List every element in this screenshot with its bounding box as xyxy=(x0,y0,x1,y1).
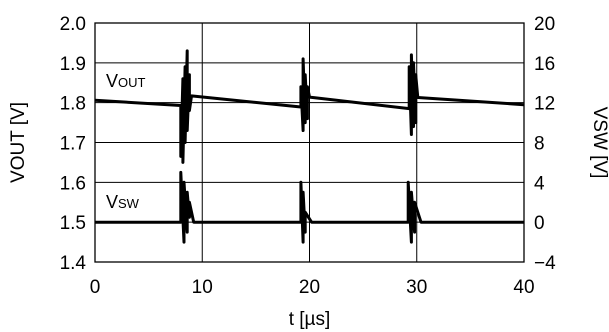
x-tick-label: 30 xyxy=(406,277,427,298)
y-left-tick-label: 1.7 xyxy=(60,134,86,155)
x-tick-label: 40 xyxy=(513,277,534,298)
x-axis-label: t [µs] xyxy=(289,309,331,330)
y-right-tick-label: 12 xyxy=(534,94,555,115)
plot-frame xyxy=(94,22,525,263)
x-tick-label: 0 xyxy=(90,277,101,298)
x-tick-label: 20 xyxy=(299,277,320,298)
y-left-tick-label: 1.5 xyxy=(60,213,86,234)
series-line-vout xyxy=(94,49,525,164)
series-lines xyxy=(94,49,525,244)
y-left-tick-label: 1.6 xyxy=(60,173,86,194)
y-right-tick-label: 8 xyxy=(534,134,545,155)
y-right-tick-label: 0 xyxy=(534,213,545,234)
grid xyxy=(95,23,524,262)
y-right-tick-label: 16 xyxy=(534,54,555,75)
series-label-vout: VOUT xyxy=(106,71,146,91)
y-left-tick-labels: 1.4 1.5 1.6 1.7 1.8 1.9 2.0 xyxy=(60,14,87,274)
x-tick-label: 10 xyxy=(192,277,213,298)
y-right-tick-label: 4 xyxy=(534,173,545,194)
y-right-tick-label: −4 xyxy=(534,253,556,274)
x-tick-labels: 0 10 20 30 40 xyxy=(90,277,535,298)
y-left-tick-label: 1.8 xyxy=(60,94,86,115)
y-left-axis-label: VOUT [V] xyxy=(8,102,29,183)
y-right-axis-label: VSW [V] xyxy=(589,107,609,179)
y-left-tick-label: 1.4 xyxy=(60,253,87,274)
y-left-tick-label: 1.9 xyxy=(60,54,86,75)
series-line-vsw xyxy=(95,170,524,244)
y-right-tick-labels: −4 0 4 8 12 16 20 xyxy=(534,14,556,274)
series-label-vsw: VSW xyxy=(106,192,140,212)
y-right-tick-label: 20 xyxy=(534,14,555,35)
y-left-tick-label: 2.0 xyxy=(60,14,86,35)
